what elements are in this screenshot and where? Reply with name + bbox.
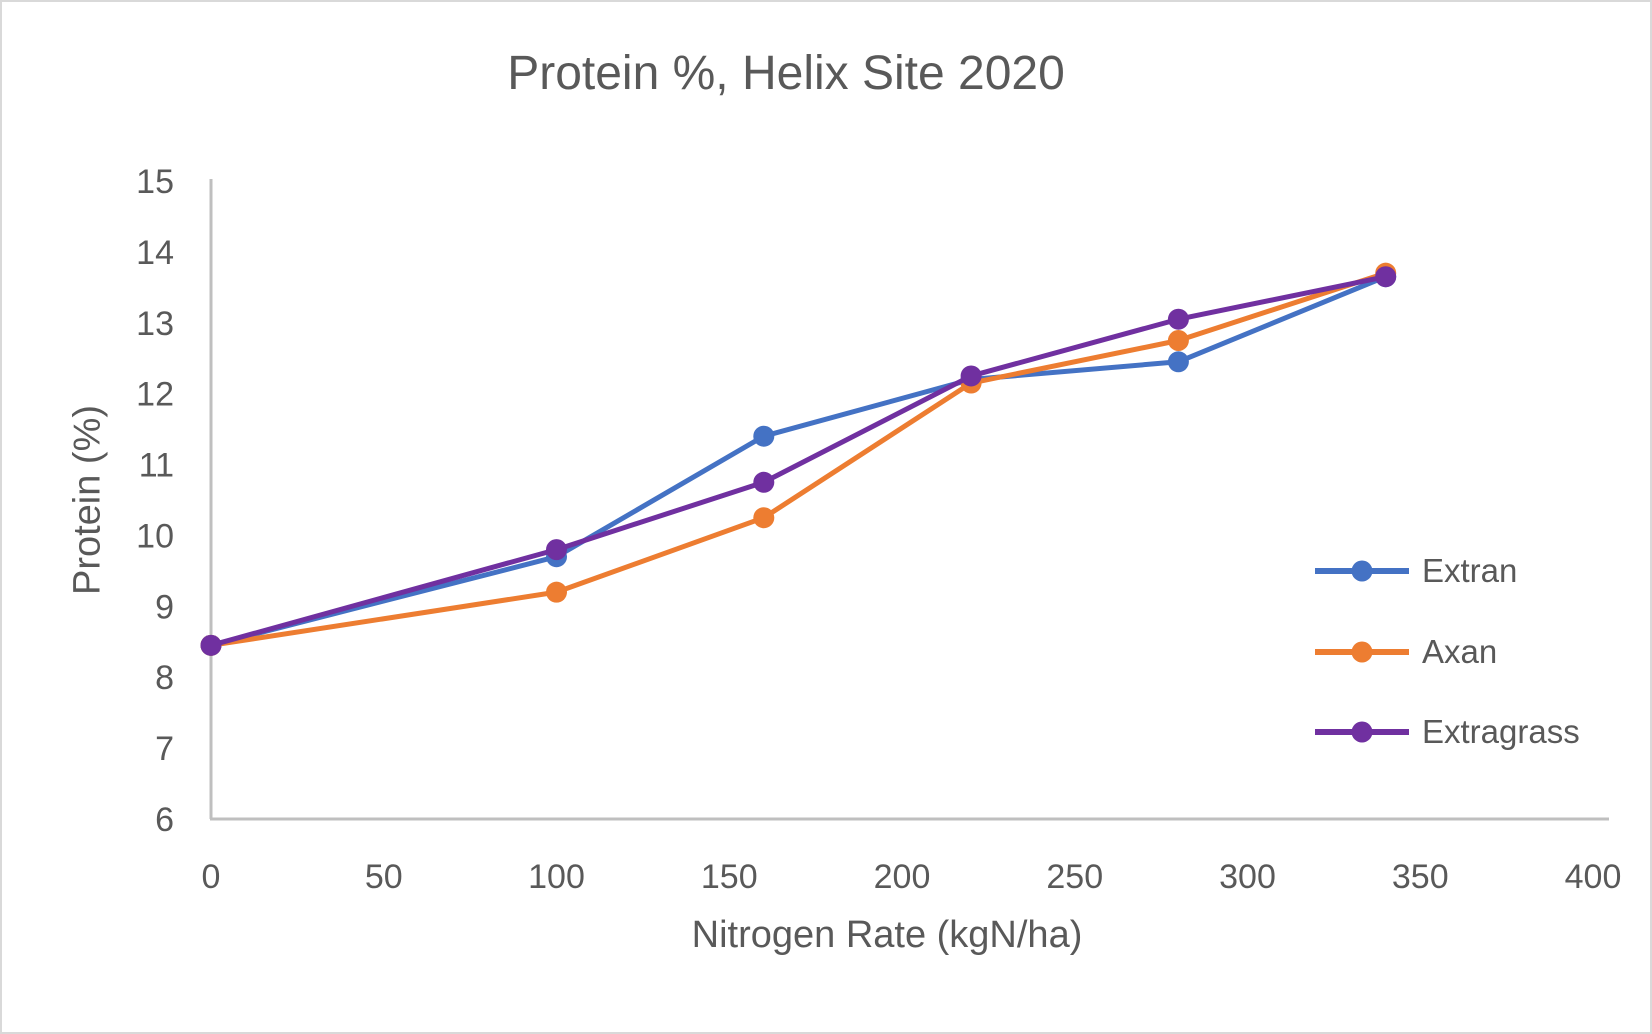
y-tick-label-12: 12 bbox=[136, 376, 174, 414]
data-point-extran-x280 bbox=[1167, 351, 1189, 373]
legend-label-axan: Axan bbox=[1422, 633, 1497, 670]
series-line-extragrass bbox=[210, 274, 1387, 648]
chart-title: Protein %, Helix Site 2020 bbox=[507, 47, 1065, 100]
data-point-axan-x100 bbox=[546, 581, 567, 603]
x-tick-label-100: 100 bbox=[528, 858, 585, 896]
x-tick-label-200: 200 bbox=[874, 858, 931, 896]
y-tick-label-15: 15 bbox=[136, 163, 174, 201]
x-tick-label-0: 0 bbox=[202, 858, 221, 896]
y-tick-label-14: 14 bbox=[136, 234, 174, 272]
y-tick-label-7: 7 bbox=[155, 730, 174, 768]
y-tick-label-10: 10 bbox=[136, 517, 174, 555]
legend-marker-extragrass bbox=[1351, 721, 1373, 743]
legend-marker-extran bbox=[1351, 560, 1373, 582]
series-line-extran bbox=[210, 274, 1387, 648]
x-axis-title: Nitrogen Rate (kgN/ha) bbox=[691, 914, 1083, 956]
data-point-extragrass-x220 bbox=[960, 365, 982, 387]
data-point-extran-x160 bbox=[753, 425, 775, 447]
legend-label-extran: Extran bbox=[1422, 552, 1517, 589]
x-tick-label-50: 50 bbox=[365, 858, 403, 896]
series-line-axan bbox=[210, 270, 1387, 648]
x-tick-label-150: 150 bbox=[701, 858, 758, 896]
legend-label-extragrass: Extragrass bbox=[1422, 713, 1580, 750]
y-tick-label-9: 9 bbox=[155, 588, 174, 626]
data-point-axan-x160 bbox=[753, 507, 775, 529]
y-tick-label-13: 13 bbox=[136, 305, 174, 343]
data-point-extragrass-x100 bbox=[546, 539, 567, 561]
x-tick-label-400: 400 bbox=[1565, 858, 1622, 896]
y-tick-label-6: 6 bbox=[155, 801, 174, 839]
x-tick-label-350: 350 bbox=[1392, 858, 1449, 896]
data-point-axan-x280 bbox=[1167, 330, 1189, 351]
data-point-extragrass-x340 bbox=[1375, 266, 1397, 288]
data-point-extragrass-x280 bbox=[1167, 308, 1189, 330]
y-tick-label-11: 11 bbox=[139, 447, 174, 485]
data-point-extragrass-x160 bbox=[753, 471, 775, 493]
data-point-extragrass-x0 bbox=[200, 634, 222, 656]
x-tick-label-250: 250 bbox=[1046, 858, 1103, 896]
legend-marker-axan bbox=[1351, 641, 1373, 663]
x-tick-label-300: 300 bbox=[1219, 858, 1276, 896]
y-tick-label-8: 8 bbox=[155, 659, 174, 697]
